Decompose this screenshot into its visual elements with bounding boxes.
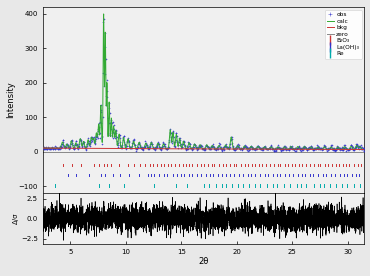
bkg <box>178 147 182 150</box>
obs <box>292 148 296 151</box>
obs <box>182 144 187 147</box>
calc <box>352 147 357 151</box>
bkg <box>40 147 45 150</box>
calc <box>101 12 106 16</box>
calc <box>40 147 45 150</box>
calc <box>274 147 279 150</box>
Line: calc: calc <box>43 14 364 150</box>
obs <box>171 130 175 134</box>
bkg <box>362 148 367 151</box>
Y-axis label: Intensity: Intensity <box>7 82 16 118</box>
calc <box>336 146 341 149</box>
bkg <box>193 147 198 150</box>
Legend: obs, calc, bkg, zero, B₂O₃, La(OH)₃, Re: obs, calc, bkg, zero, B₂O₃, La(OH)₃, Re <box>324 10 361 59</box>
bkg <box>336 148 341 151</box>
calc <box>194 144 198 147</box>
Y-axis label: Δ/σ: Δ/σ <box>13 213 20 224</box>
bkg <box>352 148 357 151</box>
calc <box>176 144 180 148</box>
calc <box>362 148 367 151</box>
calc <box>178 141 183 144</box>
obs <box>262 145 266 149</box>
bkg <box>175 147 180 150</box>
obs <box>101 18 106 21</box>
X-axis label: 2θ: 2θ <box>198 256 209 266</box>
obs <box>362 149 366 153</box>
obs <box>40 146 45 149</box>
zero <box>24 150 28 153</box>
Line: obs: obs <box>41 18 365 152</box>
Line: bkg: bkg <box>43 148 364 150</box>
obs <box>73 142 78 145</box>
zero <box>13 150 17 153</box>
obs <box>272 150 277 153</box>
obs <box>297 147 302 150</box>
bkg <box>274 148 279 151</box>
